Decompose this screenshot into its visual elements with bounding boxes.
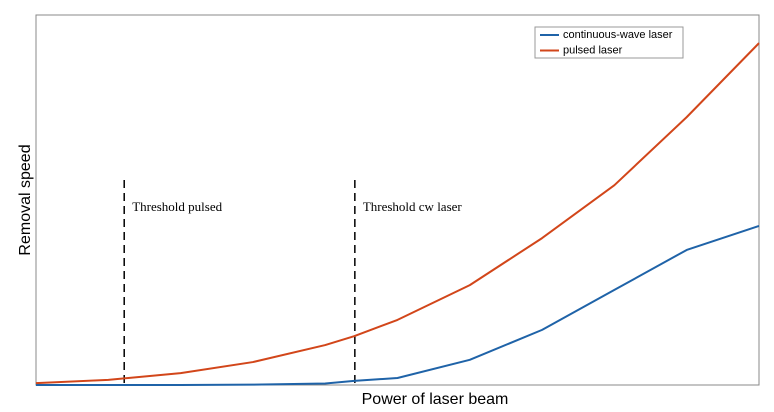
series-line [36, 224, 760, 386]
legend-label: pulsed laser [563, 44, 623, 56]
y-axis-label: Removal speed [17, 144, 34, 255]
legend-label: continuous-wave laser [563, 29, 673, 41]
series-line [35, 42, 760, 385]
legend-box [534, 26, 684, 59]
plot-frame [35, 14, 760, 386]
x-axis-label: Power of laser beam [362, 391, 509, 408]
threshold-label: Threshold cw laser [363, 199, 463, 214]
threshold-label: Threshold pulsed [132, 199, 222, 214]
